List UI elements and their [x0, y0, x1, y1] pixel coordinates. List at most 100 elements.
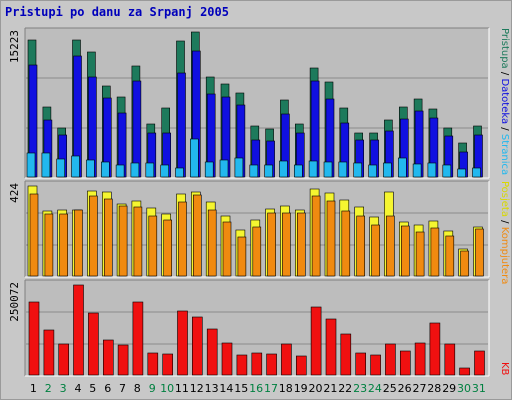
day-label-7: 7	[119, 382, 126, 395]
day-label-12: 12	[190, 382, 204, 395]
traffic-kb-bar-day-16	[251, 352, 263, 376]
traffic-kb-bar-day-13	[206, 328, 218, 376]
day-label-24: 24	[368, 382, 382, 395]
requests-stranica-bar-day-9	[145, 162, 155, 178]
day-label-14: 14	[219, 382, 233, 395]
day-label-19: 19	[294, 382, 308, 395]
requests-stranica-bar-day-13	[204, 161, 214, 178]
visitors-kompjutera-bar-day-5	[89, 195, 98, 277]
day-label-2: 2	[45, 382, 52, 395]
legend-sep-1: /	[499, 69, 510, 79]
requests-legend: Pristupa / Datoteka / Stranica	[499, 28, 510, 175]
traffic-ymax-label: 250072	[8, 282, 21, 322]
traffic-kb-bar-day-4	[73, 284, 84, 376]
legend-sep-3: /	[499, 217, 510, 227]
traffic-kb-bar-day-7	[117, 344, 129, 376]
day-label-9: 9	[149, 382, 156, 395]
bars-requests	[26, 31, 483, 178]
day-label-5: 5	[89, 382, 96, 395]
visitors-kompjutera-bar-day-4	[74, 209, 83, 277]
visitors-kompjutera-bar-day-8	[133, 206, 143, 277]
requests-stranica-bar-day-5	[86, 159, 95, 178]
visitors-kompjutera-bar-day-18	[282, 212, 291, 277]
day-label-20: 20	[309, 382, 323, 395]
requests-stranica-bar-day-15	[234, 157, 244, 178]
traffic-kb-bar-day-5	[88, 312, 99, 376]
bars-traffic	[28, 284, 485, 376]
day-label-29: 29	[442, 382, 456, 395]
traffic-kb-bar-day-27	[414, 342, 426, 376]
day-label-10: 10	[160, 382, 174, 395]
visitors-kompjutera-bar-day-29	[445, 235, 455, 277]
visitors-kompjutera-bar-day-23	[356, 215, 366, 277]
day-label-21: 21	[323, 382, 337, 395]
visitors-kompjutera-bar-day-1	[29, 193, 39, 277]
visitors-kompjutera-bar-day-22	[341, 210, 351, 277]
traffic-kb-bar-day-20	[310, 306, 322, 376]
visitors-kompjutera-bar-day-19	[296, 212, 306, 277]
visitors-kompjutera-bar-day-21	[326, 200, 336, 277]
traffic-kb-bar-day-29	[444, 343, 456, 376]
traffic-kb-bar-day-23	[355, 352, 367, 376]
visitors-kompjutera-bar-day-9	[148, 215, 158, 277]
requests-datoteka-bar-day-8	[132, 80, 142, 178]
traffic-kb-bar-day-14	[221, 342, 233, 376]
requests-stranica-bar-day-26	[397, 157, 407, 178]
requests-stranica-bar-day-10	[160, 164, 169, 178]
requests-stranica-bar-day-4	[71, 155, 80, 178]
legend-datoteka: Datoteka	[499, 78, 510, 124]
day-label-25: 25	[383, 382, 397, 395]
visitors-kompjutera-bar-day-3	[59, 213, 69, 277]
day-label-28: 28	[427, 382, 441, 395]
traffic-kb-bar-day-12	[192, 316, 203, 376]
visitors-kompjutera-bar-day-27	[415, 231, 425, 277]
visitors-legend: Posjeta / Kompjutera	[499, 181, 510, 284]
requests-stranica-bar-day-6	[101, 161, 110, 178]
requests-stranica-bar-day-11	[175, 167, 184, 178]
requests-stranica-bar-day-17	[264, 164, 273, 178]
traffic-kb-bar-day-6	[103, 339, 114, 376]
visitors-kompjutera-bar-day-11	[178, 201, 187, 277]
legend-kompjutera: Kompjutera	[499, 227, 510, 285]
panel-visitors	[24, 180, 490, 278]
day-label-27: 27	[413, 382, 427, 395]
traffic-kb-bar-day-3	[58, 343, 70, 376]
requests-ymax-label: 15223	[8, 30, 21, 63]
visitors-kompjutera-bar-day-30	[460, 250, 469, 277]
day-label-6: 6	[104, 382, 111, 395]
requests-stranica-bar-day-23	[353, 162, 363, 178]
day-label-31: 31	[472, 382, 486, 395]
traffic-kb-bar-day-1	[28, 301, 40, 376]
requests-stranica-bar-day-29	[442, 164, 452, 178]
visitors-kompjutera-bar-day-17	[267, 212, 276, 277]
traffic-kb-bar-day-19	[295, 355, 307, 376]
visitors-kompjutera-bar-day-15	[237, 236, 247, 277]
legend-posjeta: Posjeta	[499, 181, 510, 217]
visitors-kompjutera-bar-day-25	[386, 215, 395, 277]
visitors-kompjutera-bar-day-16	[252, 226, 262, 277]
visitors-kompjutera-bar-day-14	[222, 221, 232, 277]
traffic-kb-bar-day-25	[385, 343, 396, 376]
day-label-26: 26	[398, 382, 412, 395]
legend-pristupa: Pristupa	[499, 28, 510, 69]
day-label-3: 3	[60, 382, 67, 395]
requests-stranica-bar-day-24	[368, 164, 377, 178]
requests-stranica-bar-day-8	[130, 162, 140, 178]
visitors-kompjutera-bar-day-28	[430, 227, 440, 277]
requests-stranica-bar-day-27	[412, 163, 422, 178]
requests-stranica-bar-day-30	[457, 168, 466, 178]
traffic-kb-bar-day-2	[43, 329, 55, 376]
requests-stranica-bar-day-18	[279, 160, 288, 178]
legend-sep-2: /	[499, 124, 510, 134]
panel-traffic	[24, 279, 490, 377]
requests-stranica-bar-day-3	[56, 158, 66, 178]
day-label-15: 15	[234, 382, 248, 395]
visitors-kompjutera-bar-day-24	[371, 224, 380, 277]
requests-stranica-bar-day-12	[190, 138, 199, 178]
traffic-kb-bar-day-8	[132, 301, 144, 376]
requests-stranica-bar-day-25	[383, 162, 392, 178]
requests-stranica-bar-day-21	[323, 161, 333, 178]
requests-stranica-bar-day-20	[308, 160, 318, 178]
chart-title: Pristupi po danu za Srpanj 2005	[5, 5, 229, 19]
day-label-11: 11	[175, 382, 189, 395]
